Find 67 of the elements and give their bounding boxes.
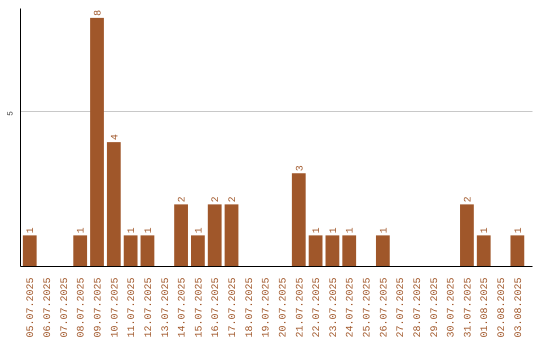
x-tick-label: 20.07.2025 <box>278 277 290 338</box>
x-tick-label: 13.07.2025 <box>160 277 172 338</box>
data-label: 1 <box>480 227 492 234</box>
data-label: 2 <box>178 196 189 202</box>
x-tick-label: 25.07.2025 <box>362 277 374 338</box>
bar <box>106 142 121 266</box>
x-tick-label: 02.08.2025 <box>497 277 508 338</box>
data-label: 3 <box>295 165 306 172</box>
x-tick-label: 07.07.2025 <box>60 277 71 338</box>
x-tick-label: 29.07.2025 <box>430 277 441 338</box>
data-label: 1 <box>194 227 206 234</box>
data-label: 1 <box>514 227 525 234</box>
data-label: 1 <box>379 227 390 234</box>
x-tick-label: 01.08.2025 <box>480 277 492 338</box>
x-tick-label: 08.07.2025 <box>76 277 88 338</box>
bar <box>460 204 474 266</box>
bar <box>476 235 491 266</box>
x-tick-label: 18.07.2025 <box>244 277 256 338</box>
bar <box>376 235 390 266</box>
x-tick-label: 05.07.2025 <box>26 277 38 338</box>
x-tick-label: 12.07.2025 <box>144 277 155 338</box>
x-tick-label: 09.07.2025 <box>94 277 105 338</box>
data-label: 1 <box>26 227 38 234</box>
data-label: 1 <box>127 227 138 234</box>
bar <box>510 235 524 266</box>
data-label: 4 <box>110 134 122 140</box>
x-tick-label: 19.07.2025 <box>262 277 273 338</box>
bar <box>124 235 138 266</box>
bar <box>292 173 306 266</box>
x-tick-label: 26.07.2025 <box>379 277 390 338</box>
data-label: 8 <box>94 10 105 16</box>
x-tick-label: 03.08.2025 <box>514 277 525 338</box>
x-tick-label: 27.07.2025 <box>396 277 408 338</box>
data-label: 1 <box>312 227 324 234</box>
y-tick-label: 5 <box>6 110 16 116</box>
bar <box>90 18 104 266</box>
data-label: 1 <box>76 227 88 234</box>
x-tick-label: 22.07.2025 <box>312 277 324 338</box>
data-label: 1 <box>144 227 155 234</box>
x-tick-label: 15.07.2025 <box>194 277 206 338</box>
bar <box>174 204 188 266</box>
x-tick-label: 14.07.2025 <box>178 277 189 338</box>
bar <box>308 235 322 266</box>
data-label: 1 <box>328 227 340 234</box>
bar <box>22 235 37 266</box>
x-tick-label: 31.07.2025 <box>463 277 474 338</box>
x-tick-label: 10.07.2025 <box>110 277 122 338</box>
bar <box>191 235 205 266</box>
x-tick-label: 16.07.2025 <box>211 277 222 338</box>
bar <box>208 204 222 266</box>
bar <box>73 235 88 266</box>
data-label: 2 <box>211 196 222 202</box>
x-tick-label: 30.07.2025 <box>446 277 458 338</box>
x-tick-label: 17.07.2025 <box>228 277 240 338</box>
data-label: 1 <box>346 227 357 234</box>
x-tick-label: 11.07.2025 <box>127 277 138 338</box>
x-tick-label: 06.07.2025 <box>43 277 54 338</box>
x-tick-label: 24.07.2025 <box>346 277 357 338</box>
bar <box>224 204 238 266</box>
x-tick-label: 23.07.2025 <box>328 277 340 338</box>
data-label: 2 <box>463 196 474 202</box>
data-label: 2 <box>228 196 240 202</box>
bar <box>140 235 154 266</box>
bar <box>326 235 340 266</box>
x-tick-label: 21.07.2025 <box>295 277 306 338</box>
bar <box>342 235 356 266</box>
x-tick-label: 28.07.2025 <box>412 277 424 338</box>
